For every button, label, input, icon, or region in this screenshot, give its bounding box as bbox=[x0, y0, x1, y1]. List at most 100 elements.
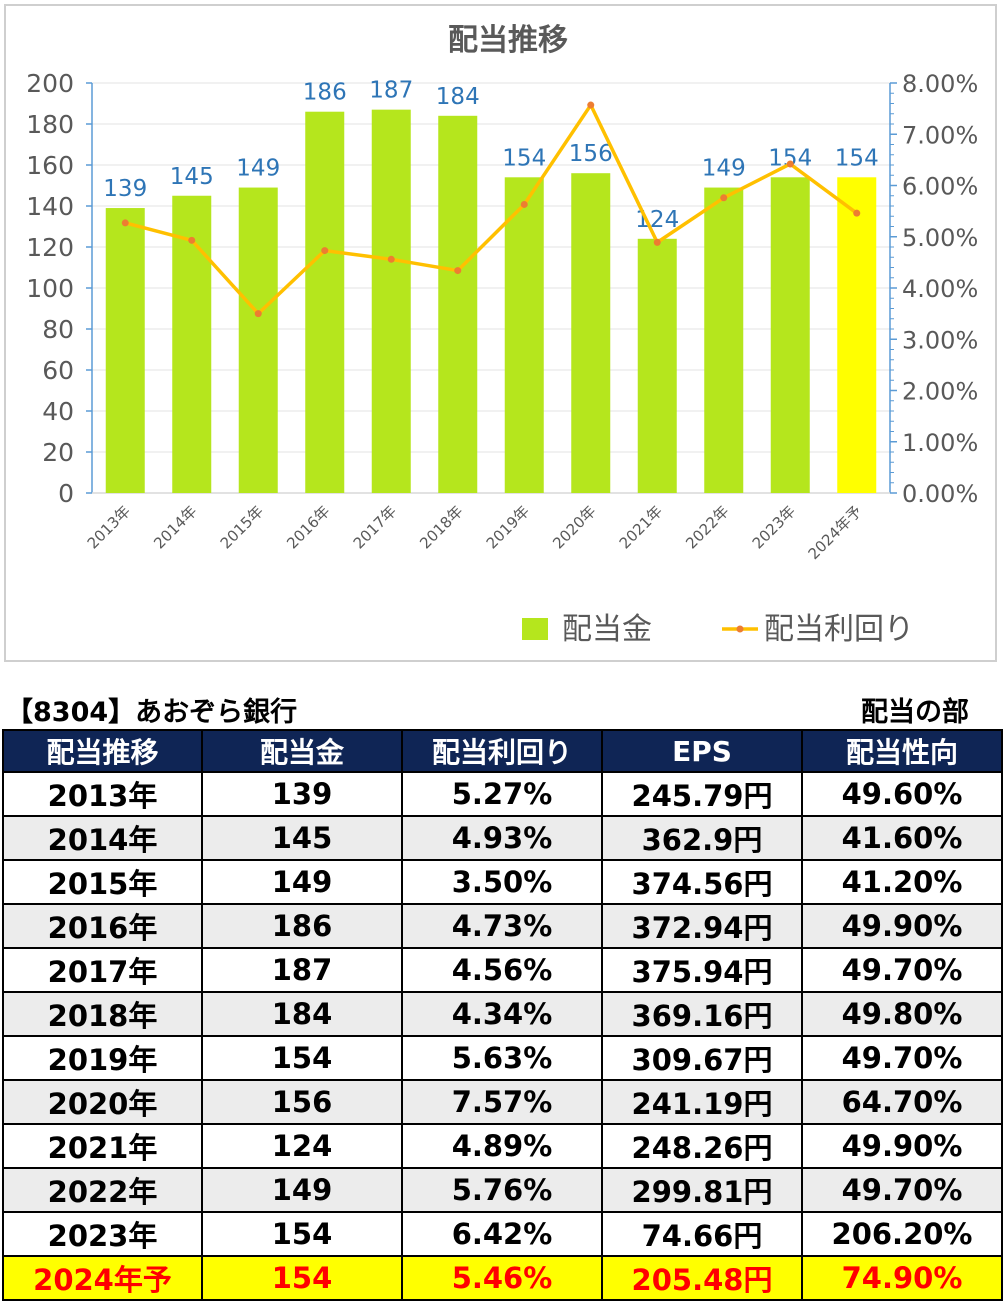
yield-point bbox=[853, 209, 861, 217]
x-tick-label: 2022年 bbox=[682, 502, 732, 552]
cell-eps: 372.94円 bbox=[601, 903, 803, 949]
cell-dividend: 156 bbox=[201, 1079, 403, 1125]
bar-data-label: 154 bbox=[835, 145, 879, 171]
yield-point bbox=[387, 255, 395, 263]
cell-year: 2019年 bbox=[2, 1035, 203, 1081]
cell-dividend: 154 bbox=[201, 1255, 403, 1301]
cell-yield: 4.89% bbox=[401, 1123, 603, 1169]
cell-dividend: 145 bbox=[201, 815, 403, 861]
y-left-tick-label: 180 bbox=[26, 110, 74, 139]
y-left-tick-label: 200 bbox=[26, 69, 74, 98]
yield-line bbox=[124, 103, 858, 316]
cell-dividend: 149 bbox=[201, 1167, 403, 1213]
cell-payout: 49.70% bbox=[801, 947, 1003, 993]
cell-dividend: 186 bbox=[201, 903, 403, 949]
cell-payout: 49.90% bbox=[801, 903, 1003, 949]
cell-dividend: 149 bbox=[201, 859, 403, 905]
yield-point bbox=[188, 236, 196, 244]
table-row: 2017年 187 4.56% 375.94円 49.70% bbox=[2, 947, 1003, 993]
y-left-tick-label: 140 bbox=[26, 192, 74, 221]
table-row: 2024年予 154 5.46% 205.48円 74.90% bbox=[2, 1255, 1003, 1301]
header-payout: 配当性向 bbox=[801, 729, 1003, 773]
cell-year: 2024年予 bbox=[2, 1255, 203, 1301]
x-tick-label: 2015年 bbox=[217, 502, 267, 552]
header-eps: EPS bbox=[601, 729, 803, 773]
cell-eps: 205.48円 bbox=[601, 1255, 803, 1301]
table-row: 2021年 124 4.89% 248.26円 49.90% bbox=[2, 1123, 1003, 1169]
cell-payout: 49.80% bbox=[801, 991, 1003, 1037]
y-right-tick-label: 3.00% bbox=[902, 326, 978, 354]
y-left-tick-label: 60 bbox=[42, 356, 74, 385]
cell-payout: 74.90% bbox=[801, 1255, 1003, 1301]
cell-yield: 4.34% bbox=[401, 991, 603, 1037]
cell-year: 2016年 bbox=[2, 903, 203, 949]
table-row: 2020年 156 7.57% 241.19円 64.70% bbox=[2, 1079, 1003, 1125]
chart-title: 配当推移 bbox=[448, 23, 568, 58]
cell-eps: 309.67円 bbox=[601, 1035, 803, 1081]
y-right-tick-label: 8.00% bbox=[902, 70, 978, 98]
cell-eps: 248.26円 bbox=[601, 1123, 803, 1169]
bar bbox=[637, 238, 677, 493]
table-header-row: 配当推移 配当金 配当利回り EPS 配当性向 bbox=[2, 729, 1003, 773]
cell-payout: 49.70% bbox=[801, 1167, 1003, 1213]
cell-yield: 7.57% bbox=[401, 1079, 603, 1125]
y-right-tick-label: 0.00% bbox=[902, 480, 978, 508]
cell-payout: 49.70% bbox=[801, 1035, 1003, 1081]
legend-swatch-bar bbox=[522, 618, 548, 640]
y-left-tick-label: 80 bbox=[42, 315, 74, 344]
table-row: 2016年 186 4.73% 372.94円 49.90% bbox=[2, 903, 1003, 949]
bar bbox=[238, 187, 278, 494]
cell-eps: 375.94円 bbox=[601, 947, 803, 993]
bar bbox=[504, 177, 544, 494]
x-tick-label: 2014年 bbox=[150, 502, 200, 552]
legend-label-yield: 配当利回り bbox=[764, 612, 914, 647]
cell-yield: 4.56% bbox=[401, 947, 603, 993]
x-tick-label: 2024年予 bbox=[805, 502, 866, 563]
header-dividend: 配当金 bbox=[201, 729, 403, 773]
yield-point bbox=[321, 247, 329, 255]
cell-year: 2023年 bbox=[2, 1211, 203, 1257]
y-left-tick-label: 120 bbox=[26, 233, 74, 262]
table-row: 2014年 145 4.93% 362.9円 41.60% bbox=[2, 815, 1003, 861]
cell-dividend: 139 bbox=[201, 771, 403, 817]
yield-point bbox=[254, 310, 262, 318]
bar bbox=[172, 195, 212, 493]
section-caption: 配当の部 bbox=[861, 697, 969, 728]
dividend-table: 配当推移 配当金 配当利回り EPS 配当性向 2013年 139 5.27% 245… bbox=[2, 729, 1003, 1301]
legend-label-dividend: 配当金 bbox=[562, 612, 652, 647]
legend-swatch-marker bbox=[736, 625, 744, 633]
header-year: 配当推移 bbox=[2, 729, 203, 773]
x-tick-label: 2020年 bbox=[549, 502, 599, 552]
cell-year: 2018年 bbox=[2, 991, 203, 1037]
cell-eps: 241.19円 bbox=[601, 1079, 803, 1125]
x-tick-label: 2023年 bbox=[749, 502, 799, 552]
yield-point bbox=[720, 194, 728, 202]
table-row: 2015年 149 3.50% 374.56円 41.20% bbox=[2, 859, 1003, 905]
x-tick-label: 2013年 bbox=[84, 502, 134, 552]
cell-dividend: 187 bbox=[201, 947, 403, 993]
y-right-tick-label: 6.00% bbox=[902, 173, 978, 201]
x-tick-label: 2018年 bbox=[416, 502, 466, 552]
table-row: 2013年 139 5.27% 245.79円 49.60% bbox=[2, 771, 1003, 817]
cell-eps: 245.79円 bbox=[601, 771, 803, 817]
bar bbox=[704, 187, 744, 494]
bar-data-label: 186 bbox=[303, 80, 347, 106]
table-row: 2023年 154 6.42% 74.66円 206.20% bbox=[2, 1211, 1003, 1257]
cell-dividend: 154 bbox=[201, 1035, 403, 1081]
bar bbox=[770, 177, 810, 494]
cell-year: 2013年 bbox=[2, 771, 203, 817]
x-tick-label: 2017年 bbox=[350, 502, 400, 552]
bar-data-label: 184 bbox=[436, 84, 480, 110]
table-row: 2022年 149 5.76% 299.81円 49.70% bbox=[2, 1167, 1003, 1213]
x-tick-label: 2019年 bbox=[483, 502, 533, 552]
yield-point bbox=[786, 160, 794, 168]
cell-yield: 5.63% bbox=[401, 1035, 603, 1081]
y-left-tick-label: 20 bbox=[42, 438, 74, 467]
cell-eps: 374.56円 bbox=[601, 859, 803, 905]
cell-payout: 206.20% bbox=[801, 1211, 1003, 1257]
bar bbox=[438, 115, 478, 494]
cell-yield: 6.42% bbox=[401, 1211, 603, 1257]
cell-year: 2015年 bbox=[2, 859, 203, 905]
yield-point bbox=[653, 238, 661, 246]
bar bbox=[371, 109, 411, 494]
